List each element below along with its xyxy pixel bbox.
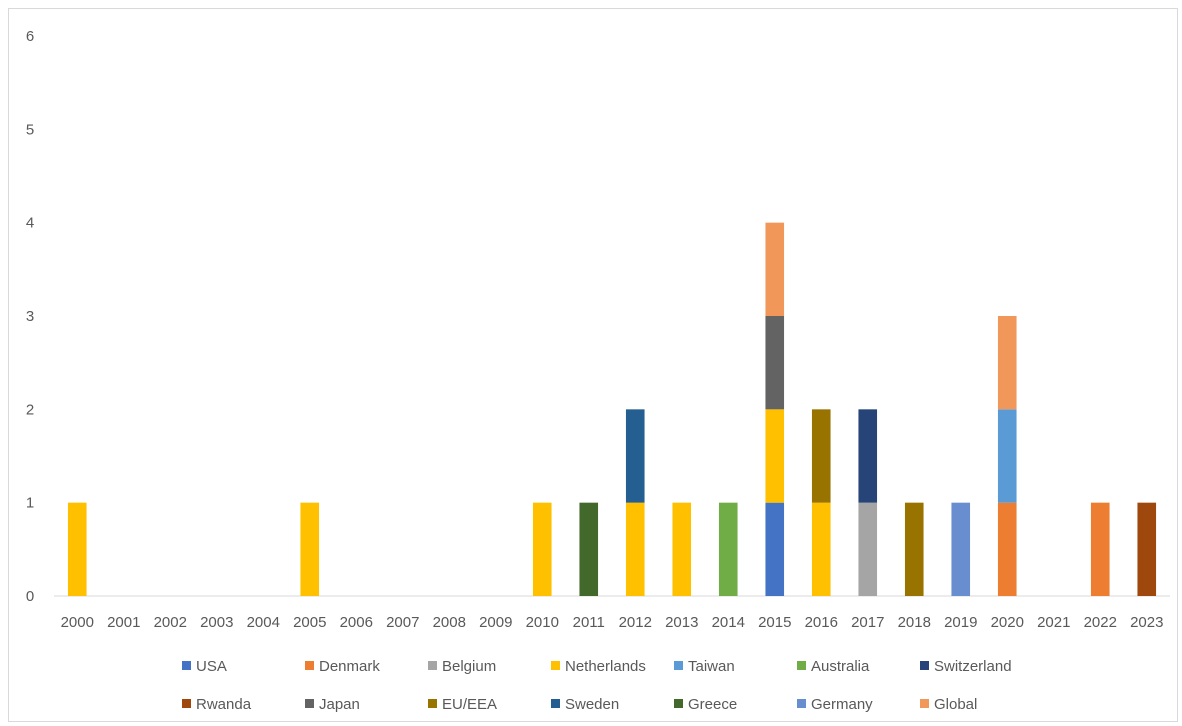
- legend-swatch: [674, 699, 683, 708]
- legend-swatch: [305, 661, 314, 670]
- x-tick-label: 2003: [200, 614, 233, 631]
- bar-segment-japan-2015: [765, 316, 785, 410]
- x-tick-label: 2018: [898, 614, 931, 631]
- legend-label: EU/EEA: [442, 696, 497, 713]
- legend: USA Denmark Belgium Netherlands Taiwan Austra…: [182, 658, 1012, 713]
- x-tick-label: 2001: [107, 614, 140, 631]
- x-tick-label: 2000: [61, 614, 94, 631]
- x-tick-label: 2012: [619, 614, 652, 631]
- legend-label: Rwanda: [196, 696, 252, 713]
- legend-label: Denmark: [319, 658, 380, 675]
- bar-segment-netherlands-2016: [811, 502, 831, 596]
- x-tick-label: 2010: [526, 614, 559, 631]
- x-tick-label: 2014: [712, 614, 745, 631]
- bar-segment-global-2015: [765, 222, 785, 316]
- bar-segment-netherlands-2010: [532, 502, 552, 596]
- x-tick-label: 2004: [247, 614, 280, 631]
- legend-label: Netherlands: [565, 658, 646, 675]
- bar-segment-denmark-2022: [1090, 502, 1110, 596]
- x-tick-label: 2015: [758, 614, 791, 631]
- legend-label: Sweden: [565, 696, 619, 713]
- bar-segment-germany-2019: [951, 502, 971, 596]
- legend-swatch: [797, 661, 806, 670]
- bar-segment-denmark-2020: [997, 502, 1017, 596]
- legend-swatch: [182, 661, 191, 670]
- bar-segment-rwanda-2023: [1137, 502, 1157, 596]
- bar-segment-netherlands-2012: [625, 502, 645, 596]
- y-tick-label: 2: [26, 401, 34, 418]
- legend-label: Belgium: [442, 658, 496, 675]
- bar-segment-netherlands-2015: [765, 409, 785, 503]
- bar-segment-switzerland-2017: [858, 409, 878, 503]
- x-tick-label: 2021: [1037, 614, 1070, 631]
- chart-frame: [8, 8, 1178, 722]
- legend-swatch: [551, 699, 560, 708]
- legend-swatch: [428, 661, 437, 670]
- y-tick-label: 4: [26, 215, 34, 232]
- legend-label: Greece: [688, 696, 737, 713]
- x-tick-label: 2020: [991, 614, 1024, 631]
- y-tick-label: 6: [26, 28, 34, 45]
- legend-swatch: [305, 699, 314, 708]
- legend-swatch: [797, 699, 806, 708]
- bar-segment-netherlands-2005: [300, 502, 320, 596]
- bar-segment-global-2020: [997, 316, 1017, 410]
- y-tick-label: 0: [26, 588, 34, 605]
- legend-label: Japan: [319, 696, 360, 713]
- legend-swatch: [182, 699, 191, 708]
- x-tick-label: 2023: [1130, 614, 1163, 631]
- x-tick-label: 2005: [293, 614, 326, 631]
- y-tick-label: 3: [26, 308, 34, 325]
- x-tick-label: 2008: [433, 614, 466, 631]
- y-tick-label: 1: [26, 495, 34, 512]
- legend-swatch: [551, 661, 560, 670]
- bar-segment-taiwan-2020: [997, 409, 1017, 503]
- x-tick-label: 2007: [386, 614, 419, 631]
- x-tick-label: 2016: [805, 614, 838, 631]
- x-tick-label: 2022: [1084, 614, 1117, 631]
- x-tick-label: 2009: [479, 614, 512, 631]
- bar-segment-netherlands-2000: [67, 502, 87, 596]
- legend-swatch: [920, 661, 929, 670]
- bar-segment-usa-2015: [765, 502, 785, 596]
- bar-segment-belgium-2017: [858, 502, 878, 596]
- legend-swatch: [674, 661, 683, 670]
- x-tick-label: 2013: [665, 614, 698, 631]
- legend-label: USA: [196, 658, 227, 675]
- y-axis-ticks: 0 1 2 3 4 5 6: [26, 28, 34, 605]
- bar-segment-greece-2011: [579, 502, 599, 596]
- bar-segment-netherlands-2013: [672, 502, 692, 596]
- bars: [67, 222, 1157, 596]
- bar-segment-australia-2014: [718, 502, 738, 596]
- x-tick-label: 2019: [944, 614, 977, 631]
- legend-label: Switzerland: [934, 658, 1012, 675]
- legend-swatch: [428, 699, 437, 708]
- x-tick-label: 2017: [851, 614, 884, 631]
- x-tick-label: 2011: [573, 614, 605, 631]
- legend-label: Australia: [811, 658, 870, 675]
- legend-label: Germany: [811, 696, 873, 713]
- x-tick-label: 2002: [154, 614, 187, 631]
- x-axis-ticks: 2000 2001 2002 2003 2004 2005 2006 2007 2008 2009…: [61, 614, 1164, 631]
- bar-segment-eu-eea-2016: [811, 409, 831, 503]
- legend-label: Global: [934, 696, 977, 713]
- legend-label: Taiwan: [688, 658, 735, 675]
- legend-swatch: [920, 699, 929, 708]
- y-tick-label: 5: [26, 121, 34, 138]
- bar-segment-sweden-2012: [625, 409, 645, 503]
- x-tick-label: 2006: [340, 614, 373, 631]
- bar-segment-eu-eea-2018: [904, 502, 924, 596]
